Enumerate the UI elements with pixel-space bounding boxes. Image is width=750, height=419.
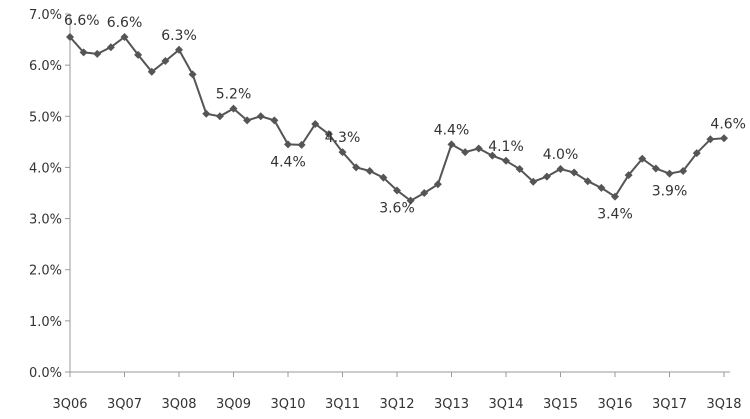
- data-point-marker: [338, 148, 347, 157]
- data-label: 5.2%: [216, 87, 252, 103]
- data-point-marker: [570, 168, 579, 177]
- data-labels: 6.6% 6.6% 6.3% 5.2% 4.4% 4.3% 3.6% 4.4% 4.1% 4.0%…: [64, 13, 746, 223]
- data-point-marker: [651, 164, 660, 173]
- x-tick-label: 3Q14: [488, 397, 523, 412]
- data-point-marker: [393, 186, 401, 195]
- data-label: 4.4%: [270, 154, 306, 170]
- data-point-marker: [556, 164, 565, 173]
- data-point-marker: [679, 167, 688, 176]
- data-label: 3.9%: [652, 184, 688, 200]
- x-tick-label: 3Q12: [379, 397, 414, 412]
- data-point-marker: [188, 70, 197, 79]
- data-label: 6.3%: [161, 28, 197, 44]
- data-point-marker: [79, 48, 88, 57]
- data-point-marker: [692, 149, 701, 158]
- data-point-marker: [502, 156, 510, 165]
- data-point-marker: [529, 177, 538, 186]
- x-tick-label: 3Q07: [107, 397, 142, 412]
- data-point-marker: [583, 177, 592, 186]
- data-point-marker: [66, 33, 74, 42]
- data-point-marker: [624, 171, 633, 180]
- x-tick-label: 3Q18: [706, 397, 741, 412]
- x-tick-label: 3Q15: [543, 397, 578, 412]
- data-label: 6.6%: [64, 13, 100, 29]
- data-point-marker: [611, 192, 619, 201]
- data-point-marker: [147, 67, 156, 76]
- series-group: [66, 33, 728, 205]
- data-label: 4.0%: [543, 147, 579, 163]
- x-tick-label: 3Q06: [52, 397, 87, 412]
- data-point-marker: [433, 180, 442, 189]
- y-tick-label: 0.0%: [29, 366, 62, 381]
- data-label: 4.3%: [325, 130, 361, 146]
- data-point-marker: [256, 112, 265, 121]
- data-point-marker: [542, 172, 551, 181]
- x-tick-label: 3Q08: [161, 397, 196, 412]
- data-label: 3.6%: [379, 200, 415, 216]
- data-point-marker: [297, 140, 306, 149]
- x-tick-label: 3Q13: [434, 397, 469, 412]
- data-point-marker: [311, 119, 320, 128]
- y-tick-label: 4.0%: [29, 161, 62, 176]
- data-point-marker: [420, 189, 429, 197]
- data-point-marker: [120, 33, 129, 42]
- data-label: 6.6%: [107, 15, 143, 31]
- axes: 0.0% 1.0% 2.0% 3.0% 4.0% 5.0% 6.0% 7.0% 3Q06 3Q07…: [29, 8, 742, 412]
- data-point-marker: [665, 169, 674, 178]
- data-point-marker: [106, 43, 115, 52]
- data-point-marker: [638, 154, 647, 163]
- y-tick-label: 6.0%: [29, 59, 62, 74]
- x-tick-label: 3Q16: [597, 397, 632, 412]
- data-point-marker: [324, 130, 333, 139]
- x-tick-label: 3Q11: [325, 397, 360, 412]
- data-label: 4.4%: [434, 122, 470, 138]
- y-tick-label: 1.0%: [29, 315, 62, 330]
- data-point-marker: [202, 109, 211, 118]
- y-tick-label: 3.0%: [29, 213, 62, 228]
- data-point-marker: [474, 144, 483, 153]
- data-point-marker: [706, 135, 715, 144]
- data-label: 4.6%: [710, 116, 746, 132]
- x-tick-label: 3Q09: [216, 397, 251, 412]
- data-point-marker: [93, 49, 102, 58]
- data-label: 3.4%: [597, 207, 633, 223]
- data-point-marker: [447, 140, 456, 149]
- y-tick-label: 7.0%: [29, 8, 62, 23]
- data-point-marker: [379, 173, 388, 182]
- data-point-marker: [175, 45, 183, 54]
- data-point-marker: [161, 57, 170, 66]
- data-point-marker: [270, 116, 279, 125]
- data-point-marker: [515, 164, 524, 173]
- data-point-marker: [461, 148, 470, 157]
- data-point-marker: [215, 112, 224, 121]
- data-point-marker: [488, 151, 497, 160]
- data-point-marker: [284, 140, 292, 149]
- data-point-marker: [365, 167, 374, 176]
- data-point-marker: [134, 50, 143, 59]
- data-point-marker: [597, 183, 606, 192]
- data-point-marker: [720, 134, 728, 143]
- y-tick-label: 2.0%: [29, 264, 62, 279]
- x-tick-label: 3Q17: [652, 397, 687, 412]
- x-tick-label: 3Q10: [270, 397, 305, 412]
- data-point-marker: [243, 116, 252, 125]
- data-point-marker: [406, 196, 415, 205]
- data-point-marker: [352, 163, 361, 172]
- y-tick-label: 5.0%: [29, 110, 62, 125]
- data-label: 4.1%: [488, 139, 524, 155]
- data-point-marker: [229, 104, 238, 113]
